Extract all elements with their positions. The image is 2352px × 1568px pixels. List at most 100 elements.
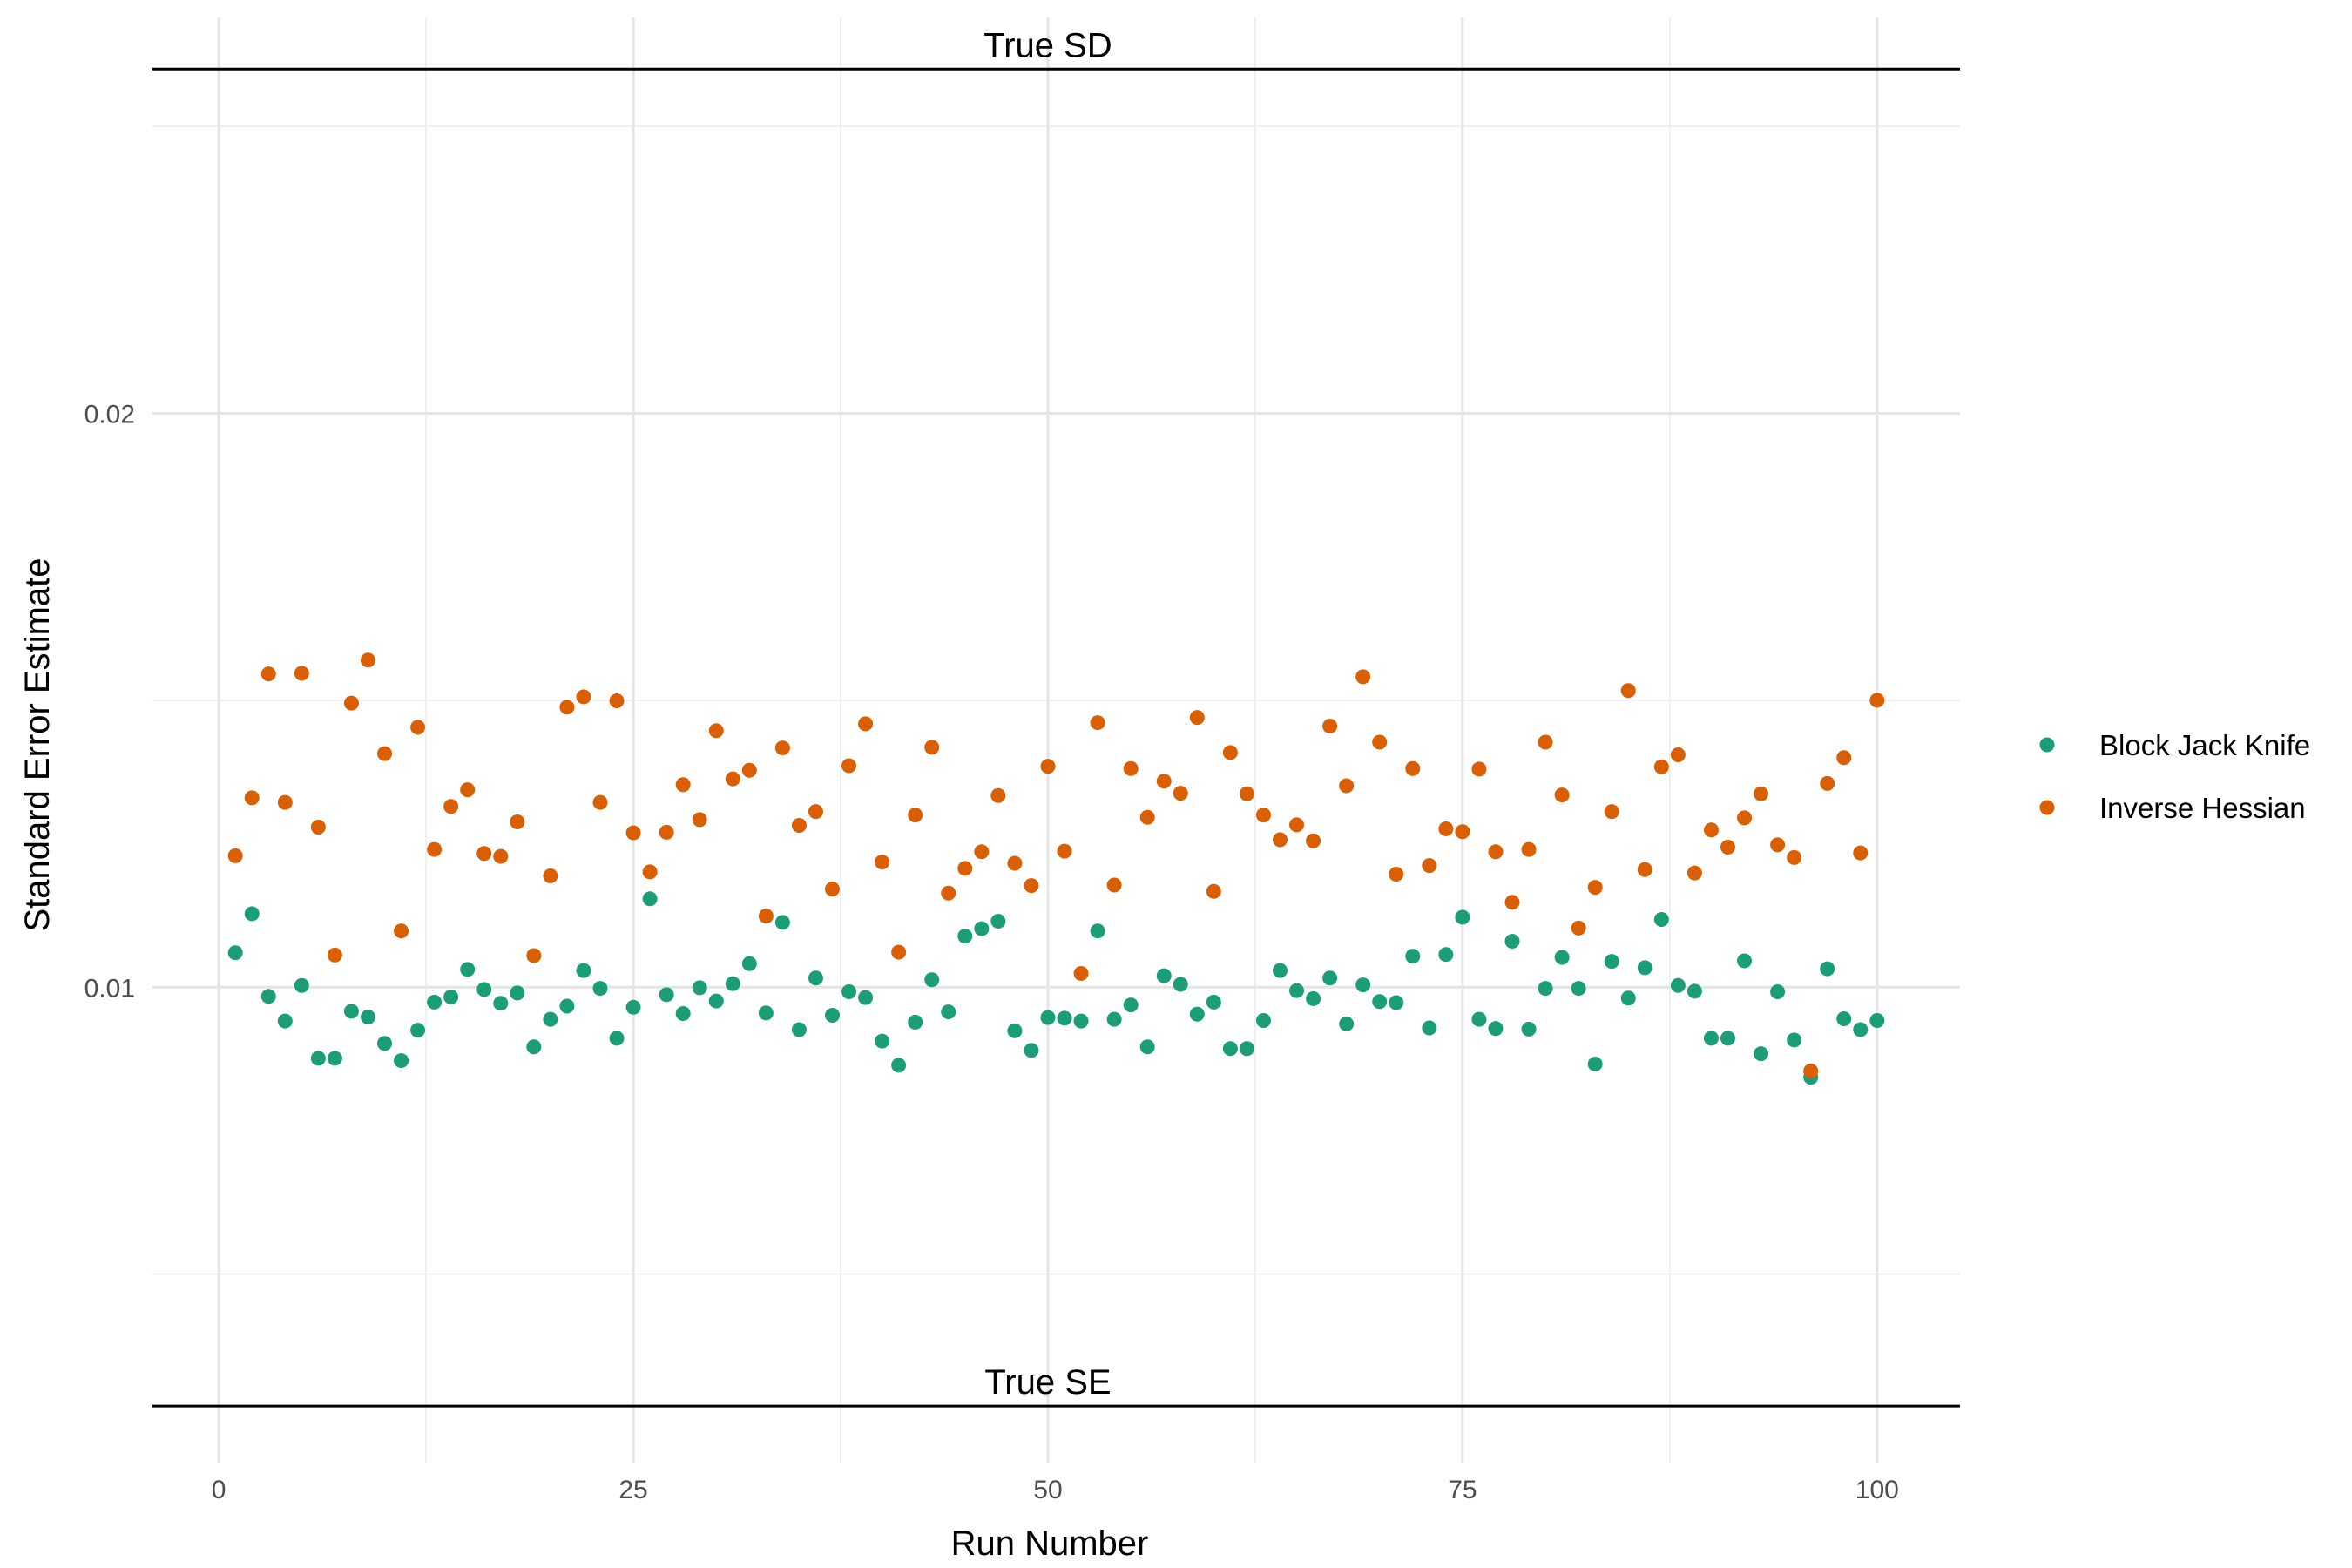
data-point [725, 771, 740, 787]
legend-label: Inverse Hessian [2099, 792, 2306, 824]
data-point [1803, 1063, 1819, 1078]
data-point [427, 841, 443, 857]
data-point [708, 993, 724, 1009]
data-point [1057, 1010, 1072, 1026]
data-point [1222, 745, 1238, 760]
data-point [1455, 824, 1470, 840]
data-point [1787, 1032, 1802, 1048]
data-point [659, 824, 674, 840]
data-point [1090, 923, 1105, 939]
data-point [1057, 843, 1072, 859]
data-point [1123, 760, 1139, 776]
data-point [1024, 1043, 1039, 1058]
data-point [675, 1006, 691, 1022]
data-point [1853, 845, 1869, 861]
data-point [1521, 841, 1537, 857]
data-point [1372, 994, 1388, 1010]
data-point [1571, 920, 1586, 936]
data-point [1787, 849, 1802, 865]
data-point [1024, 878, 1039, 894]
data-point [1073, 965, 1089, 981]
data-point [725, 976, 740, 991]
data-point [758, 909, 774, 924]
series-inverse-hessian [227, 652, 1885, 1078]
data-point [277, 794, 293, 810]
data-point [1322, 970, 1338, 986]
data-point [791, 817, 807, 833]
data-point [360, 652, 375, 668]
data-point [1106, 877, 1122, 893]
data-point [1339, 1016, 1355, 1031]
data-point [1073, 1013, 1089, 1029]
data-point [1620, 683, 1636, 699]
data-point [1637, 960, 1652, 976]
data-point [476, 846, 492, 862]
data-point [758, 1005, 774, 1021]
data-point [692, 812, 707, 828]
data-point [1189, 710, 1205, 726]
y-axis-ticks: 0.01 0.02 [84, 401, 135, 1004]
data-point [227, 848, 243, 863]
data-point [1438, 947, 1454, 963]
x-tick-label: 25 [618, 1476, 647, 1504]
data-point [1139, 809, 1155, 825]
data-point [1836, 750, 1852, 766]
x-tick-label: 0 [212, 1476, 226, 1504]
data-point [343, 695, 359, 711]
data-point [559, 700, 575, 715]
data-point [1355, 977, 1371, 993]
data-point [825, 882, 841, 897]
data-point [908, 808, 923, 823]
data-point [957, 929, 973, 944]
data-point [841, 758, 857, 774]
data-point [1754, 1046, 1769, 1062]
data-point [609, 1031, 625, 1046]
data-point [1007, 1023, 1023, 1038]
data-point [891, 1058, 907, 1073]
data-point [310, 819, 326, 835]
data-point [1040, 759, 1056, 774]
data-point [543, 868, 558, 883]
data-point [1670, 747, 1686, 762]
data-point [1820, 775, 1835, 791]
data-point [1389, 866, 1404, 882]
legend-item: Block Jack Knife [2039, 729, 2310, 761]
data-point [1653, 759, 1669, 774]
grid-lines [152, 17, 1960, 1463]
data-point [625, 999, 641, 1015]
data-points [227, 652, 1885, 1085]
data-point [410, 720, 426, 735]
data-point [941, 885, 956, 901]
data-point [343, 1004, 359, 1019]
data-point [990, 914, 1006, 929]
data-point [1720, 1031, 1735, 1046]
y-tick-label: 0.02 [84, 401, 135, 429]
y-axis-title: Standard Error Estimate [18, 558, 57, 931]
data-point [1488, 844, 1504, 860]
data-point [1306, 833, 1321, 848]
data-point [659, 987, 674, 1003]
data-point [875, 1033, 890, 1049]
data-point [1272, 832, 1288, 848]
data-point [1306, 990, 1321, 1006]
data-point [858, 716, 874, 732]
data-point [1686, 865, 1702, 881]
data-point [808, 970, 823, 986]
data-point [592, 794, 608, 810]
data-point [394, 923, 409, 939]
data-point [1156, 968, 1172, 983]
data-point [377, 746, 393, 761]
data-point [1090, 715, 1105, 731]
data-point [427, 994, 443, 1010]
data-point [1173, 977, 1188, 992]
data-point [1156, 774, 1172, 789]
data-point [1587, 880, 1603, 896]
data-point [510, 985, 525, 1001]
data-point [1869, 1012, 1885, 1028]
data-point [576, 689, 591, 705]
data-point [1173, 786, 1188, 801]
data-point [741, 762, 757, 778]
data-point [1488, 1021, 1504, 1037]
data-point [460, 782, 476, 798]
data-point [791, 1022, 807, 1037]
